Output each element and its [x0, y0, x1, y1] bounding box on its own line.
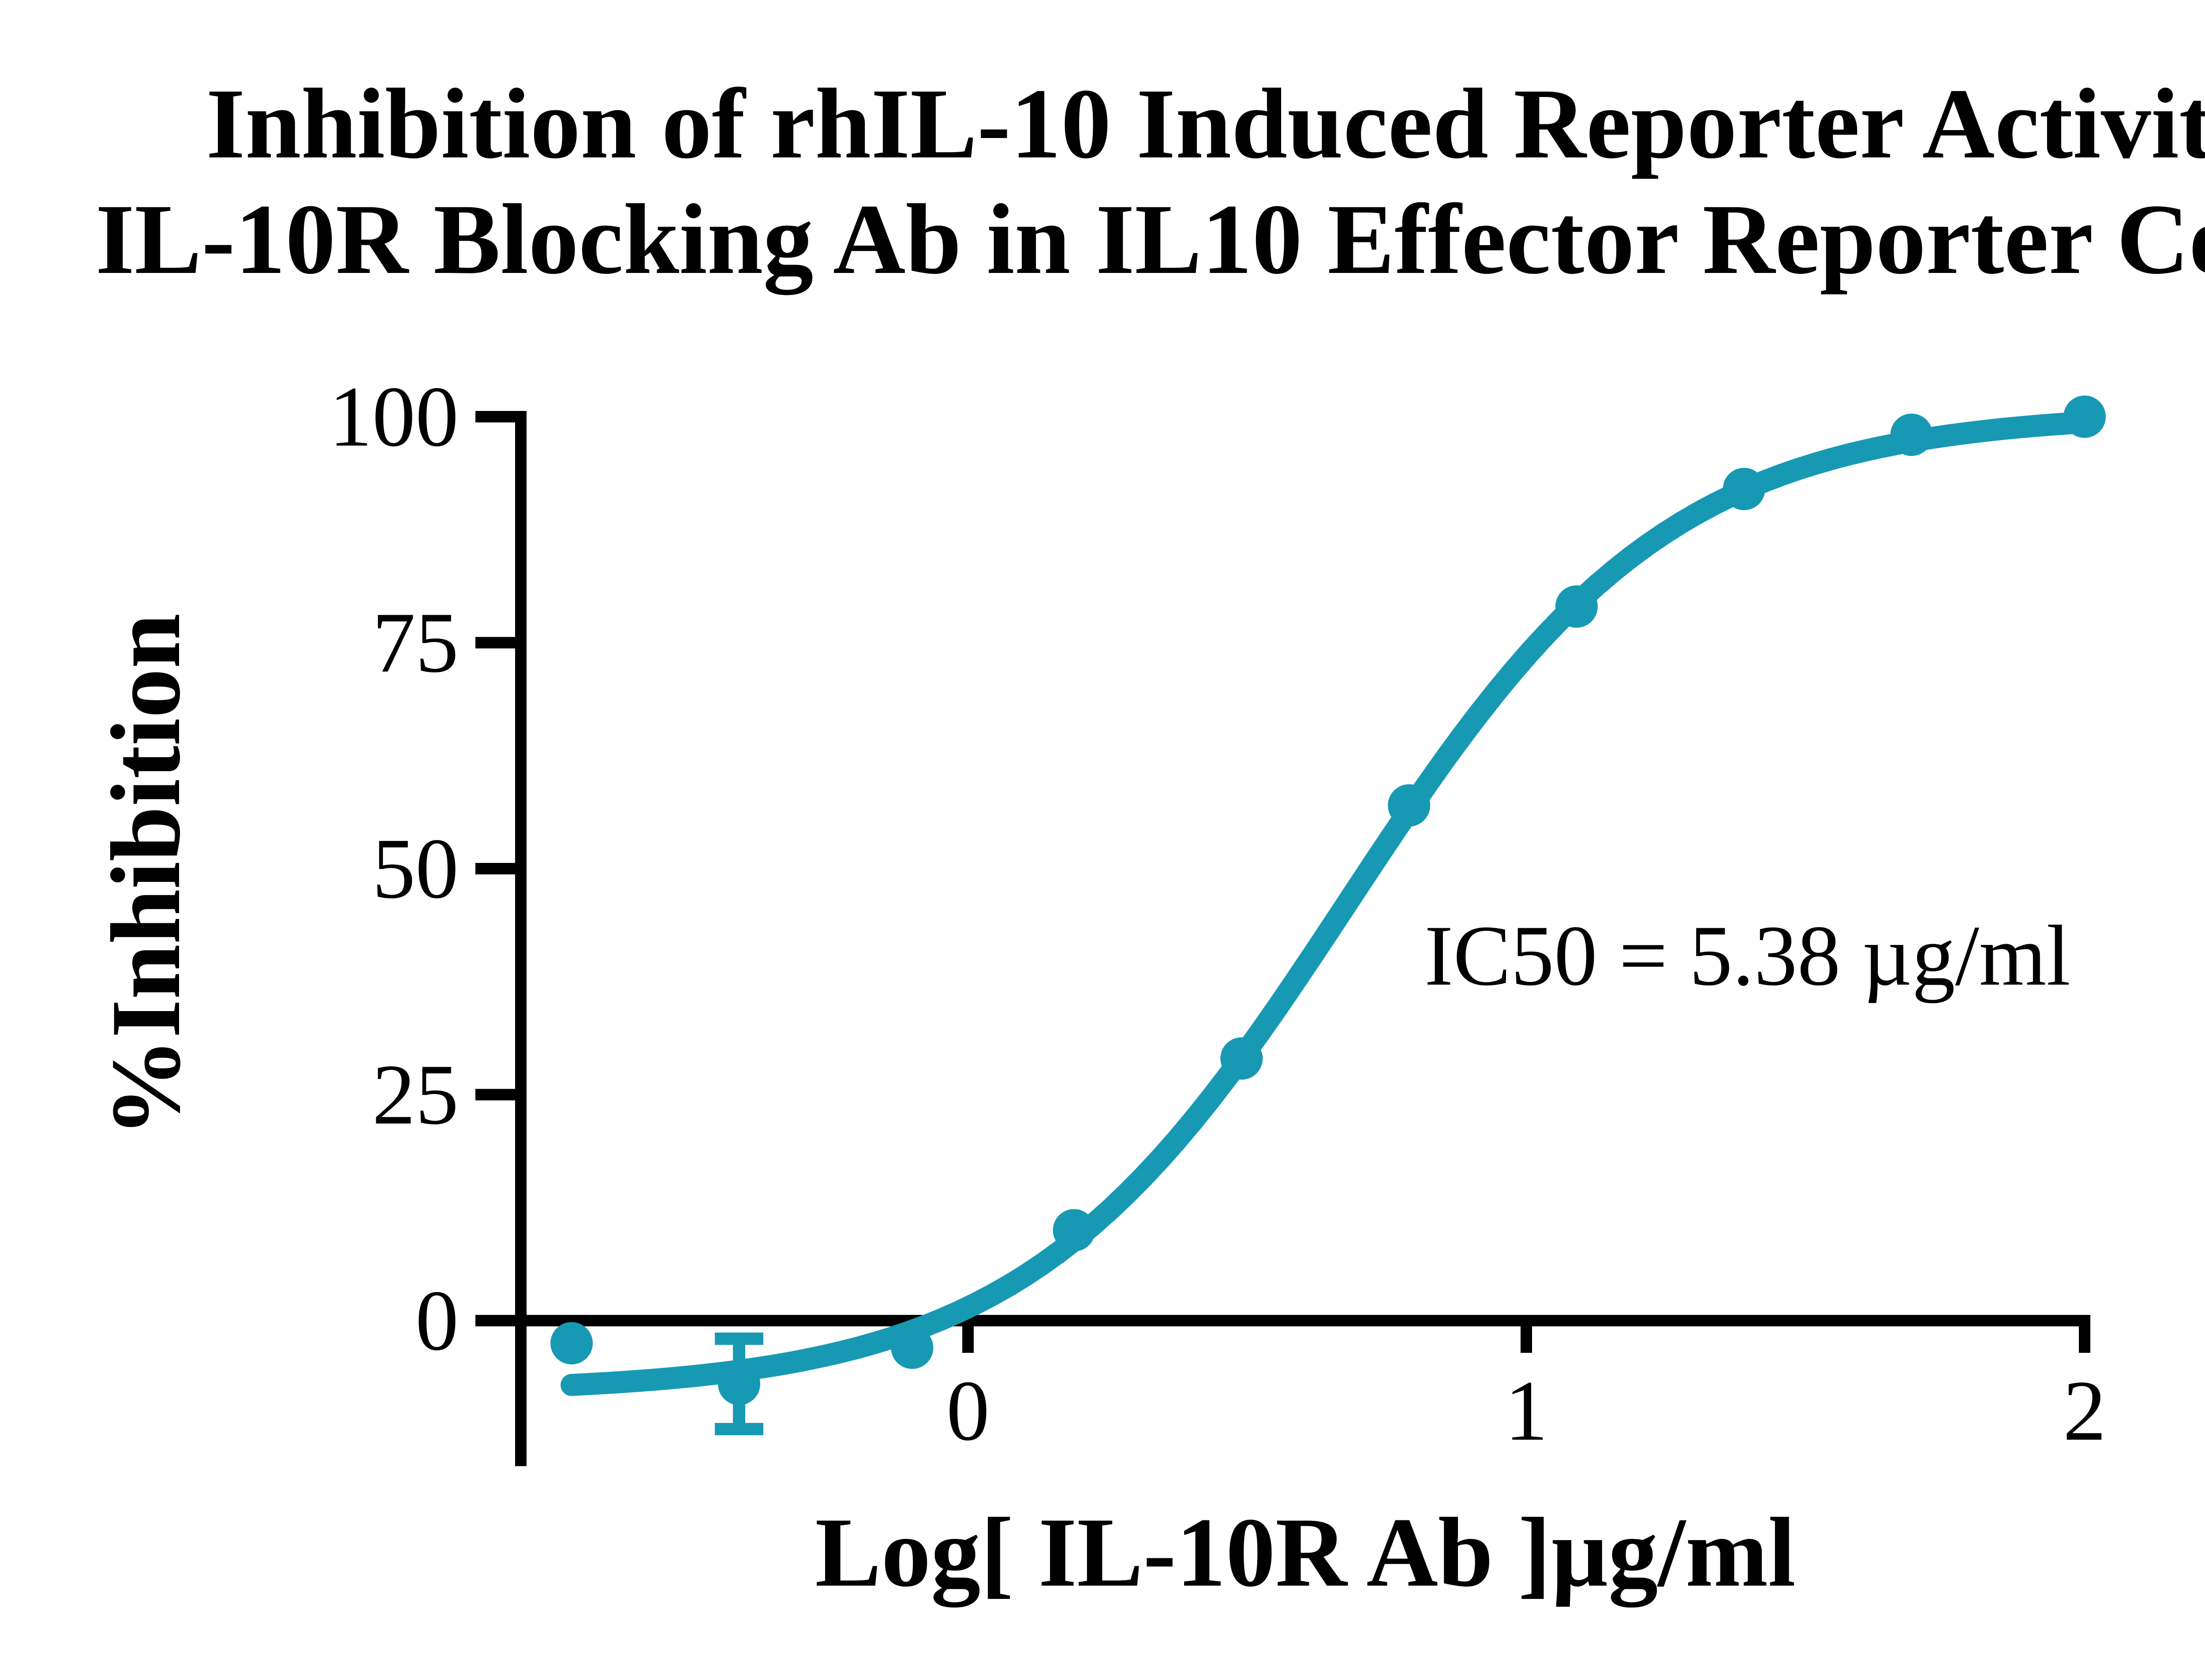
y-axis-title: %Inhibition [90, 613, 201, 1138]
data-point [1723, 468, 1765, 510]
data-point [1053, 1209, 1095, 1251]
data-point [718, 1363, 760, 1405]
y-tick-label: 50 [372, 821, 459, 917]
chart-title: Inhibition of rhIL-10 Induced Reporter A… [0, 66, 2205, 297]
y-tick-label: 0 [415, 1273, 459, 1369]
data-point [550, 1322, 593, 1365]
data-point [891, 1326, 934, 1369]
data-point [1890, 414, 1933, 456]
x-tick-label: 0 [946, 1363, 990, 1459]
x-axis-title: Log[ IL-10R Ab ]µg/ml [815, 1497, 1796, 1607]
data-point [1388, 784, 1431, 827]
chart-title-line2: IL-10R Blocking Ab in IL10 Effector Repo… [95, 184, 2205, 295]
y-tick-label: 75 [372, 595, 459, 691]
chart-title-line1: Inhibition of rhIL-10 Induced Reporter A… [206, 68, 2205, 179]
dose-response-curve [561, 411, 2096, 1396]
data-point [2063, 396, 2106, 438]
x-tick-label: 1 [1505, 1363, 1548, 1459]
x-tick-label: 2 [2063, 1363, 2106, 1459]
y-tick-label: 25 [372, 1047, 459, 1142]
y-tick-label: 100 [329, 369, 459, 465]
data-point [1555, 585, 1598, 628]
ic50-annotation: IC50 = 5.38 µg/ml [1424, 908, 2070, 1004]
data-point [1220, 1037, 1263, 1080]
